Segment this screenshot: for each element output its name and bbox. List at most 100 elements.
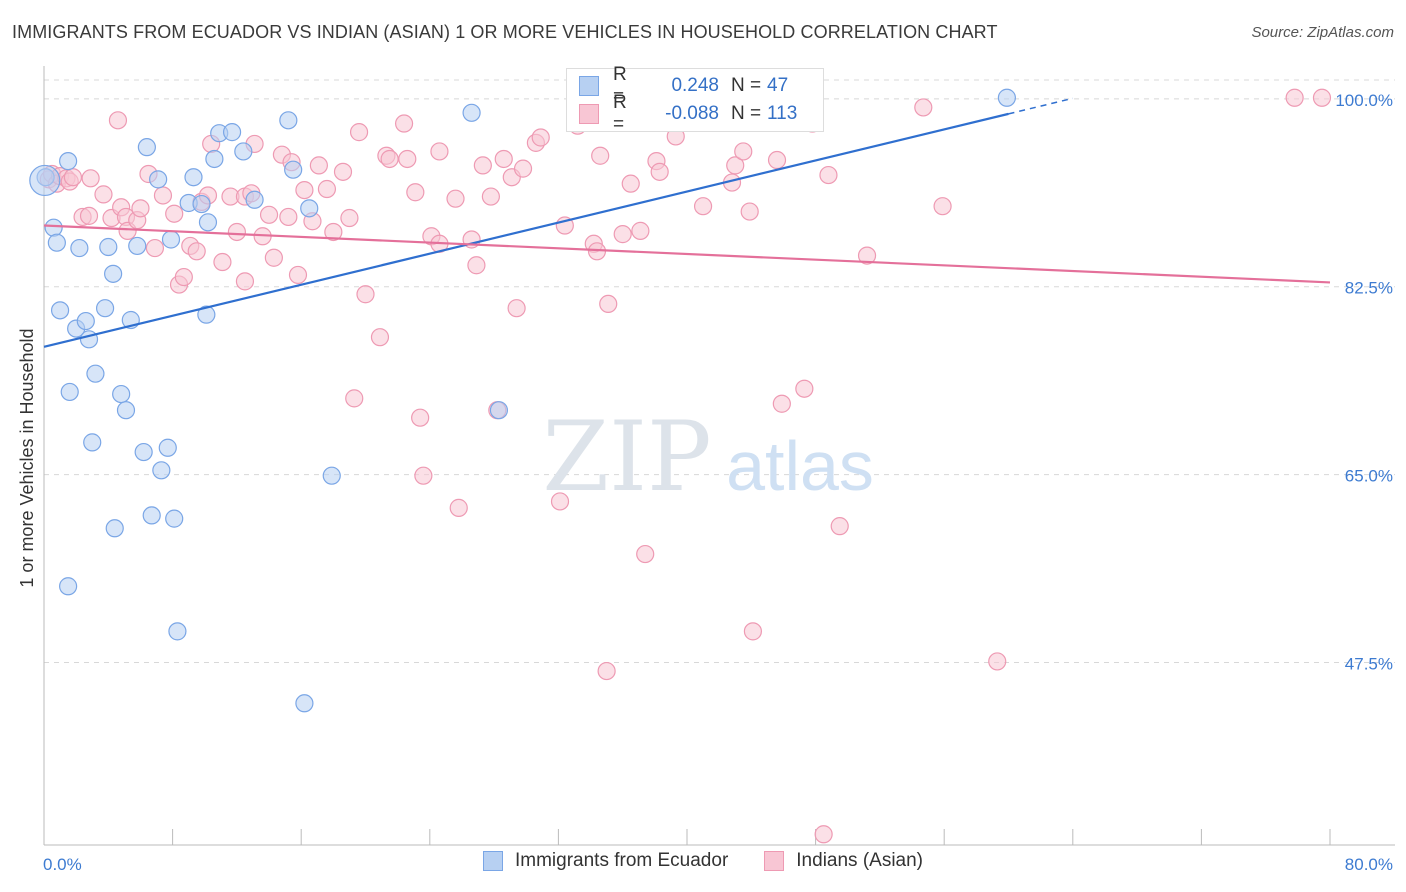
indians-asian-point [795,379,814,398]
source-label: Source: ZipAtlas.com [1251,24,1394,41]
ecuador-point [44,218,63,237]
r-value: -0.088 [665,103,719,124]
trend-lines [43,97,1331,348]
indians-asian-point [726,156,745,175]
ecuador-point [192,194,211,214]
indians-asian-point [430,142,449,161]
ecuador-point [152,461,171,480]
indians-asian-point [345,389,364,408]
ecuador-point [47,233,66,252]
watermark-atlas: atlas [726,427,874,505]
indians-asian-point [513,159,533,178]
indians-asian-point [324,222,343,242]
chart-title: IMMIGRANTS FROM ECUADOR VS INDIAN (ASIAN… [12,22,998,42]
ecuador-point [222,123,242,142]
indians-asian-point [621,174,640,193]
ecuador-point [59,577,78,596]
indians-asian-point [380,149,399,169]
indians-asian-point [767,150,787,170]
legend-item-ecuador[interactable]: Immigrants from Ecuador [482,850,728,872]
indians-asian-point [406,183,425,202]
indians-asian-point [613,225,632,244]
indians-asian-point [414,466,433,485]
indians-asian-point [914,98,933,117]
indians-asian-point [264,248,283,267]
indians-asian-point [743,622,763,641]
ecuador-point [116,401,136,420]
ecuador-swatch [579,76,599,96]
stats-row-ecuador: R = 0.248 N = 47 [579,64,788,107]
indians-asian-point [467,256,486,275]
ecuador-point [997,88,1016,107]
watermark-zip: ZIP [542,401,711,513]
indians-asian-point [356,285,375,304]
legend-label: Indians (Asian) [796,850,924,871]
y-tick-label: 65.0% [1345,467,1393,486]
indians-asian-point [449,498,468,517]
indians-asian-point [63,168,83,187]
indians-swatch [579,104,599,124]
ecuador-point [168,622,187,641]
ecuador-point [137,138,156,157]
ecuador-point [79,330,99,349]
indians-asian-point [772,394,791,413]
indians-swatch [764,851,785,871]
ecuador-point [104,264,123,283]
n-label: N = [731,103,762,124]
indians-asian-point [108,111,128,130]
legend-item-indians[interactable]: Indians (Asian) [764,850,923,872]
indians-asian-point [1285,88,1304,107]
ecuador-point [95,299,115,318]
indians-asian-point [933,197,952,216]
indians-asian-point [988,652,1007,671]
ecuador-point [197,305,216,324]
stats-legend: R = 0.248 N = 47 R = -0.088 N = 113 [566,64,824,135]
ecuador-swatch [482,851,503,871]
indians-asian-point [235,272,255,291]
indians-asian-point [153,186,173,205]
indians-asian-point [187,242,206,261]
y-tick-label: 100.0% [1335,91,1393,110]
indians-asian-point [814,825,833,844]
indians-asian-point [446,189,465,208]
watermark: ZIP atlas [542,401,874,513]
ecuador-point [205,149,224,169]
ecuador-point [59,152,78,171]
indians-asian-point [494,149,513,169]
ecuador-point [161,230,181,249]
indians-asian-point [227,222,246,242]
indians-asian-point [81,169,100,188]
ecuador-point [105,519,124,538]
indians-asian-point [550,492,570,511]
indians-asian-point [165,204,184,223]
y-tick-label: 82.5% [1345,279,1393,298]
r-label: R = [613,64,627,107]
ecuador-point [279,111,298,130]
indians-asian-point [411,408,430,427]
indians-asian-point [394,114,414,133]
ecuador-point [489,401,509,420]
ecuador-point [76,311,95,331]
ecuador-point [83,433,102,452]
ecuador-point [70,238,89,258]
n-label: N = [731,75,762,96]
ecuador-trend-line [43,112,1009,348]
indians-asian-point [398,149,417,169]
ecuador-point [158,438,177,457]
indians-asian-point [636,544,655,564]
indians-asian-point [631,221,650,240]
indians-asian-point [1312,88,1332,107]
r-value: 0.248 [671,75,719,96]
indians-asian-point [213,252,232,272]
series-legend: Immigrants from Ecuador Indians (Asian) [0,850,1406,872]
indians-asian-point [819,165,838,185]
ecuador-point [184,168,203,187]
indians-asian-point [174,267,193,287]
x-tick-label: 80.0% [1345,855,1393,874]
stats-row-indians: R = -0.088 N = 113 [579,92,797,135]
ecuador-point [284,160,303,179]
indians-asian-point [94,185,113,204]
indians-asian-point [599,294,618,313]
x-tick-label: 0.0% [43,855,82,874]
